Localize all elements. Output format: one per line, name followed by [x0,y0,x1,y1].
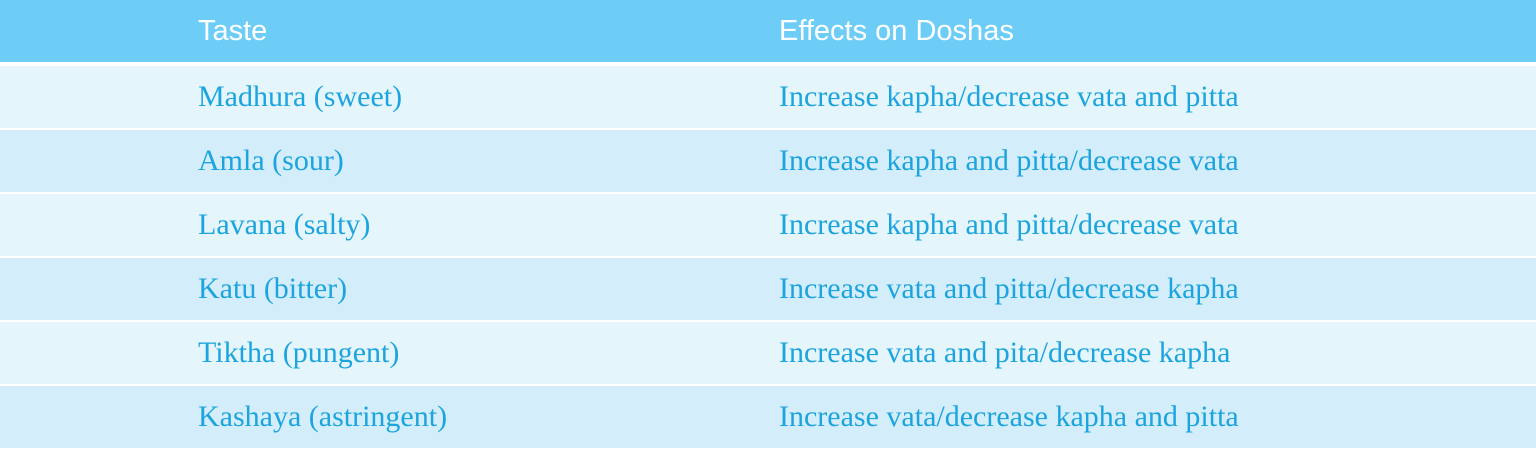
table-header: Taste Effects on Doshas [0,0,1536,62]
effect-cell: Increase vata and pita/decrease kapha [779,336,1231,369]
taste-cell: Lavana (salty) [198,208,371,241]
table-row: Katu (bitter) Increase vata and pitta/de… [0,258,1536,320]
table-row: Madhura (sweet) Increase kapha/decrease … [0,66,1536,128]
table-row: Lavana (salty) Increase kapha and pitta/… [0,194,1536,256]
table-row: Kashaya (astringent) Increase vata/decre… [0,386,1536,448]
taste-cell: Katu (bitter) [198,272,348,305]
effect-cell: Increase kapha and pitta/decrease vata [779,144,1239,177]
table-row: Tiktha (pungent) Increase vata and pita/… [0,322,1536,384]
taste-cell: Amla (sour) [198,144,344,177]
table-row: Amla (sour) Increase kapha and pitta/dec… [0,130,1536,192]
header-taste: Taste [198,14,268,47]
effect-cell: Increase kapha/decrease vata and pitta [779,80,1239,113]
header-effects: Effects on Doshas [779,14,1014,47]
taste-cell: Kashaya (astringent) [198,400,448,433]
effect-cell: Increase vata/decrease kapha and pitta [779,400,1239,433]
taste-cell: Madhura (sweet) [198,80,403,113]
doshas-table: Taste Effects on Doshas Madhura (sweet) … [0,0,1536,448]
effect-cell: Increase kapha and pitta/decrease vata [779,208,1239,241]
taste-cell: Tiktha (pungent) [198,336,400,369]
effect-cell: Increase vata and pitta/decrease kapha [779,272,1239,305]
